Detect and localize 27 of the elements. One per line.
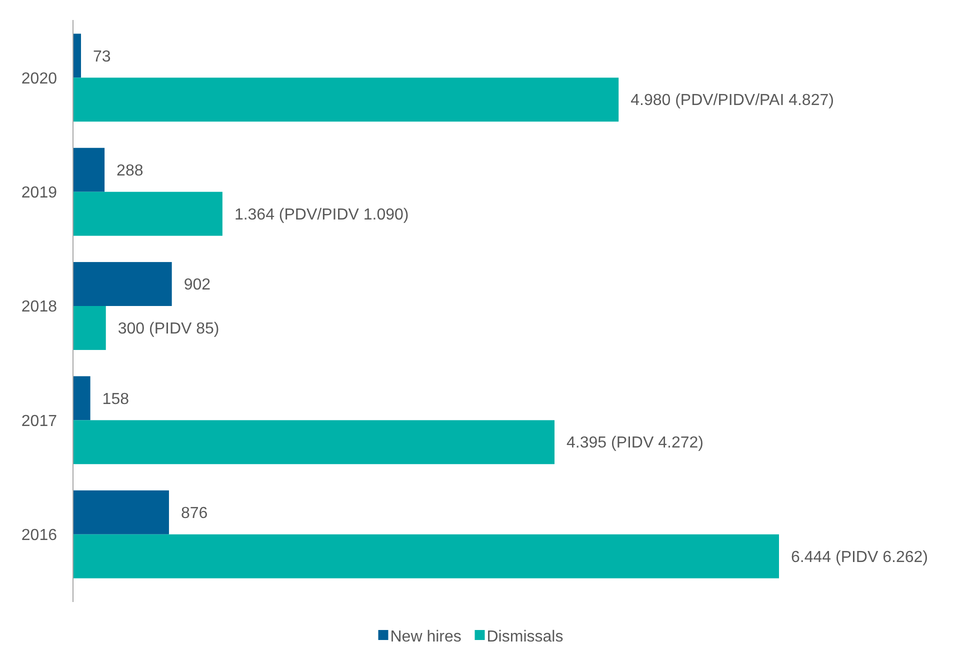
- legend-label: New hires: [390, 628, 462, 646]
- data-label: 4.395 (PIDV 4.272): [566, 434, 704, 452]
- data-label: 288: [116, 162, 144, 180]
- data-label: 6.444 (PIDV 6.262): [791, 548, 928, 566]
- bar: [73, 34, 81, 78]
- y-tick-label: 2018: [21, 298, 58, 316]
- y-tick-label: 2017: [21, 412, 58, 430]
- bar: [73, 78, 619, 122]
- data-label: 902: [184, 276, 211, 294]
- bar: [73, 148, 105, 192]
- bar: [73, 192, 222, 236]
- data-label: 1.364 (PDV/PIDV 1.090): [234, 206, 409, 224]
- bar: [73, 306, 106, 350]
- data-label: 73: [93, 48, 111, 66]
- bar: [73, 490, 169, 534]
- data-label: 876: [180, 504, 208, 522]
- y-tick-label: 2020: [21, 70, 58, 88]
- bar: [73, 534, 779, 578]
- data-label: 158: [102, 390, 130, 408]
- bar: [73, 376, 90, 420]
- bar: [73, 262, 172, 306]
- y-tick-label: 2019: [21, 184, 58, 202]
- y-tick-label: 2016: [21, 526, 58, 544]
- data-label: 4.980 (PDV/PIDV/PAI 4.827): [630, 92, 834, 110]
- bar: [73, 420, 555, 464]
- legend-label: Dismissals: [486, 628, 564, 646]
- data-label: 300 (PIDV 85): [118, 320, 220, 338]
